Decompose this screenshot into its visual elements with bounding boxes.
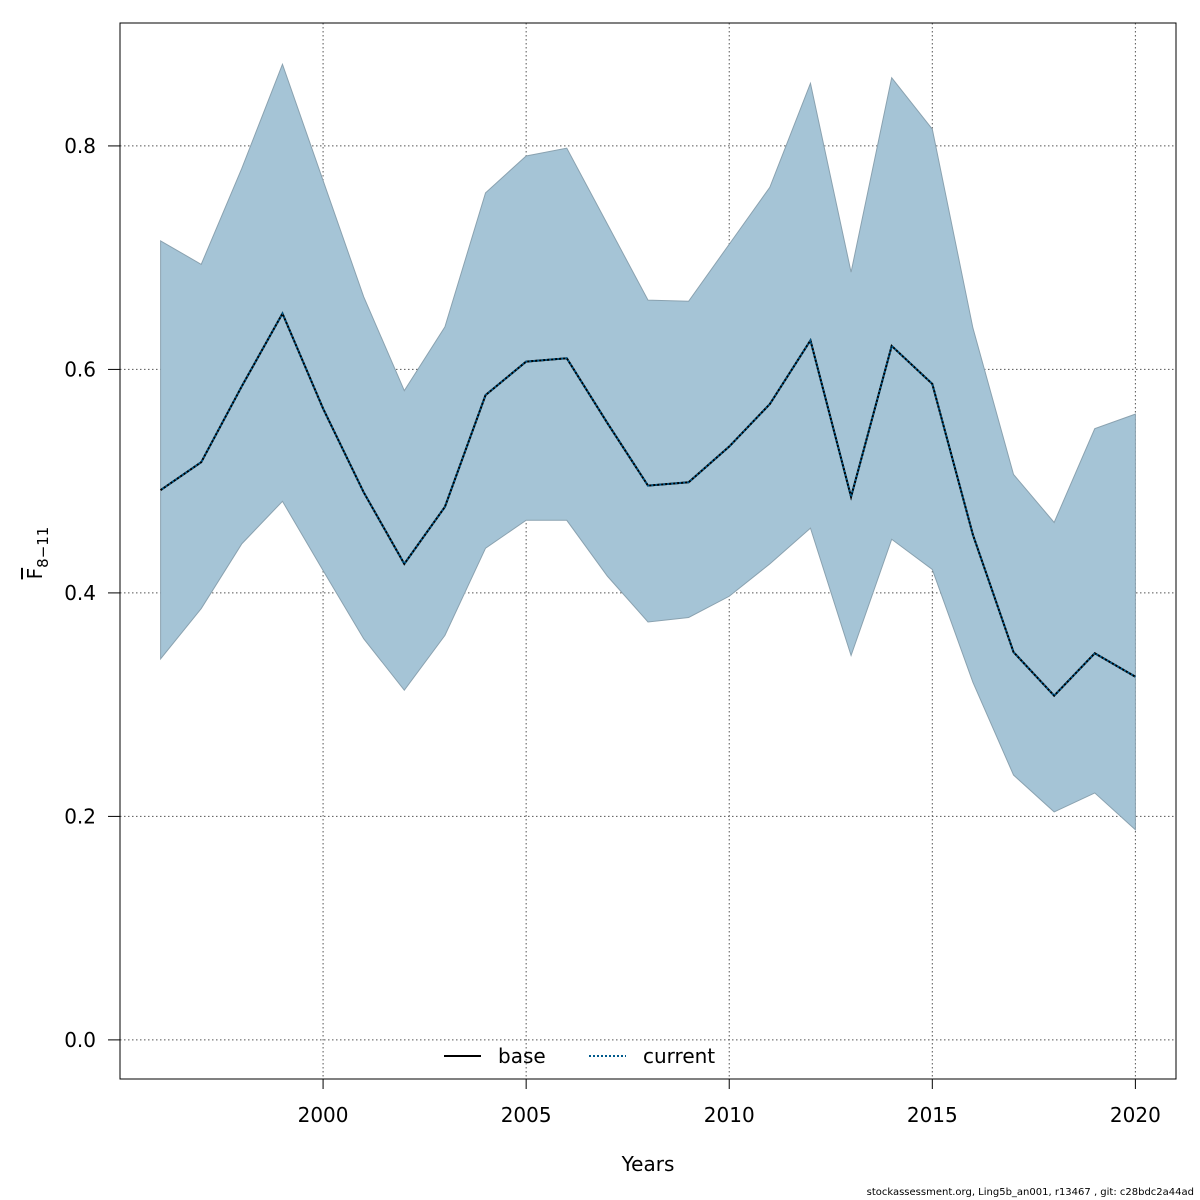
legend-label-base: base bbox=[498, 1044, 546, 1068]
x-axis-title: Years bbox=[621, 1152, 675, 1176]
y-axis-title: F8−11 bbox=[23, 527, 52, 580]
y-axis: 0.0 0.2 0.4 0.6 0.8 bbox=[64, 134, 120, 1052]
y-axis-title-main: F bbox=[23, 568, 47, 580]
confidence-band bbox=[160, 62, 1136, 831]
footer-note: stockassessment.org, Ling5b_an001, r1346… bbox=[866, 1187, 1194, 1198]
y-tick-label: 0.0 bbox=[64, 1028, 96, 1052]
y-tick-label: 0.8 bbox=[64, 134, 96, 158]
plot-frame bbox=[119, 22, 1177, 1080]
x-tick-label: 2005 bbox=[501, 1103, 552, 1127]
series-line-current bbox=[160, 311, 1136, 698]
legend-label-current: current bbox=[643, 1044, 715, 1068]
series-line-current-overlay bbox=[160, 311, 1136, 698]
x-tick-label: 2020 bbox=[1110, 1103, 1161, 1127]
x-axis: 2000 2005 2010 2015 2020 bbox=[298, 1079, 1161, 1127]
svg-text:F8−11: F8−11 bbox=[23, 527, 52, 580]
legend: base current bbox=[444, 1044, 715, 1068]
x-tick-label: 2015 bbox=[907, 1103, 958, 1127]
y-tick-label: 0.4 bbox=[64, 581, 96, 605]
y-tick-label: 0.2 bbox=[64, 804, 96, 828]
y-axis-title-subscript: 8−11 bbox=[34, 527, 52, 568]
series-line-layer bbox=[160, 311, 1136, 698]
x-tick-label: 2000 bbox=[298, 1103, 349, 1127]
confidence-band-layer bbox=[160, 62, 1136, 831]
y-tick-label: 0.6 bbox=[64, 357, 96, 381]
x-tick-label: 2010 bbox=[704, 1103, 755, 1127]
